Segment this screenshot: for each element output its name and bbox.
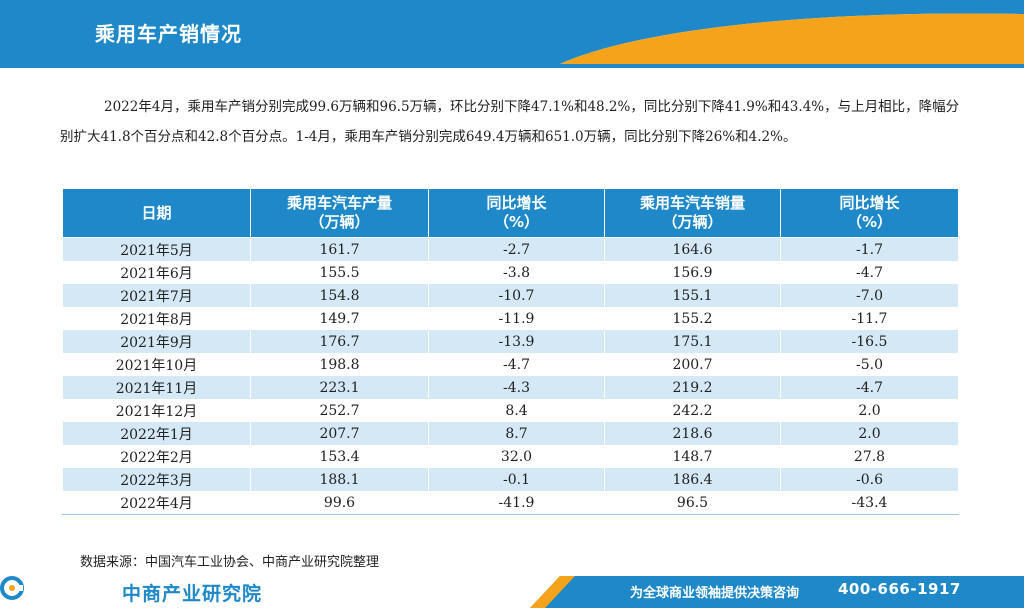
table-row: 2021年12月 252.7 8.4 242.2 2.0: [62, 399, 959, 422]
header-background: [0, 0, 1024, 68]
table-row: 2021年7月 154.8 -10.7 155.1 -7.0: [62, 284, 959, 307]
table-row: 2021年11月 223.1 -4.3 219.2 -4.7: [62, 376, 959, 399]
col-header-sales-yoy: 同比增长 （%）: [780, 188, 959, 238]
cell-production-yoy: -0.1: [428, 468, 605, 491]
cell-sales: 156.9: [604, 261, 781, 284]
table-body: 2021年5月 161.7 -2.7 164.6 -1.7 2021年6月 155.5 -3.…: [62, 237, 959, 515]
footer-phone: 400-666-1917: [838, 580, 961, 598]
footer-bar: 中商产业研究院 为全球商业领袖提供决策咨询 400-666-1917: [0, 576, 1024, 608]
data-source-note: 数据来源：中国汽车工业协会、中商产业研究院整理: [80, 555, 380, 570]
cell-sales-yoy: -11.7: [780, 307, 959, 330]
table-row: 2021年9月 176.7 -13.9 175.1 -16.5: [62, 330, 959, 353]
cell-production: 207.7: [250, 422, 429, 445]
cell-date: 2021年5月: [62, 237, 251, 261]
cell-sales: 200.7: [604, 353, 781, 376]
cell-production-yoy: 8.4: [428, 399, 605, 422]
cell-sales-yoy: -1.7: [780, 237, 959, 261]
cell-date: 2021年8月: [62, 307, 251, 330]
cell-production: 154.8: [250, 284, 429, 307]
cell-sales: 186.4: [604, 468, 781, 491]
cell-sales: 242.2: [604, 399, 781, 422]
cell-sales-yoy: -43.4: [780, 491, 959, 515]
cell-production: 252.7: [250, 399, 429, 422]
cell-sales: 96.5: [604, 491, 781, 515]
cell-sales-yoy: 2.0: [780, 422, 959, 445]
cell-sales-yoy: -0.6: [780, 468, 959, 491]
col-header-production: 乘用车汽车产量 （万辆）: [250, 188, 429, 238]
cell-date: 2021年12月: [62, 399, 251, 422]
footer-slogan: 为全球商业领袖提供决策咨询: [630, 586, 800, 601]
cell-sales: 219.2: [604, 376, 781, 399]
cell-production: 223.1: [250, 376, 429, 399]
cell-production-yoy: -4.7: [428, 353, 605, 376]
col-header-date: 日期: [62, 188, 251, 238]
cell-sales-yoy: 27.8: [780, 445, 959, 468]
cell-sales: 155.2: [604, 307, 781, 330]
cell-production-yoy: -10.7: [428, 284, 605, 307]
cell-production: 99.6: [250, 491, 429, 515]
cell-sales: 164.6: [604, 237, 781, 261]
cell-production-yoy: -4.3: [428, 376, 605, 399]
cell-production-yoy: -3.8: [428, 261, 605, 284]
cell-production-yoy: -13.9: [428, 330, 605, 353]
cell-sales: 175.1: [604, 330, 781, 353]
production-sales-table: 日期 乘用车汽车产量 （万辆） 同比增长 （%） 乘用车汽车销量 （万辆） 同比增长（…: [62, 188, 959, 515]
cell-production-yoy: -2.7: [428, 237, 605, 261]
cell-production: 198.8: [250, 353, 429, 376]
cell-sales: 218.6: [604, 422, 781, 445]
cell-production: 176.7: [250, 330, 429, 353]
cell-production-yoy: 8.7: [428, 422, 605, 445]
cell-production-yoy: -41.9: [428, 491, 605, 515]
cell-production: 188.1: [250, 468, 429, 491]
table-row: 2022年4月 99.6 -41.9 96.5 -43.4: [62, 491, 959, 515]
cell-date: 2022年3月: [62, 468, 251, 491]
cell-production-yoy: 32.0: [428, 445, 605, 468]
page-title: 乘用车产销情况: [95, 22, 242, 46]
table-header-row: 日期 乘用车汽车产量 （万辆） 同比增长 （%） 乘用车汽车销量 （万辆） 同比增长（…: [62, 188, 959, 238]
cell-sales: 148.7: [604, 445, 781, 468]
cell-production: 161.7: [250, 237, 429, 261]
cell-date: 2021年7月: [62, 284, 251, 307]
header-banner: 乘用车产销情况: [0, 0, 1024, 68]
table-row: 2022年2月 153.4 32.0 148.7 27.8: [62, 445, 959, 468]
cell-sales-yoy: 2.0: [780, 399, 959, 422]
brand-logo-icon: [0, 576, 24, 600]
cell-sales-yoy: -4.7: [780, 376, 959, 399]
table-row: 2022年3月 188.1 -0.1 186.4 -0.6: [62, 468, 959, 491]
cell-sales-yoy: -16.5: [780, 330, 959, 353]
table-row: 2021年10月 198.8 -4.7 200.7 -5.0: [62, 353, 959, 376]
cell-sales-yoy: -7.0: [780, 284, 959, 307]
cell-date: 2021年11月: [62, 376, 251, 399]
summary-paragraph: 2022年4月，乘用车产销分别完成99.6万辆和96.5万辆，环比分别下降47.…: [60, 99, 960, 145]
table-row: 2021年5月 161.7 -2.7 164.6 -1.7: [62, 237, 959, 261]
cell-sales-yoy: -4.7: [780, 261, 959, 284]
cell-date: 2021年10月: [62, 353, 251, 376]
cell-date: 2022年1月: [62, 422, 251, 445]
footer-background: [530, 576, 1024, 608]
cell-date: 2022年2月: [62, 445, 251, 468]
cell-date: 2021年9月: [62, 330, 251, 353]
col-header-production-yoy: 同比增长 （%）: [428, 188, 605, 238]
col-header-sales: 乘用车汽车销量 （万辆）: [604, 188, 781, 238]
cell-production: 149.7: [250, 307, 429, 330]
cell-sales-yoy: -5.0: [780, 353, 959, 376]
cell-production: 155.5: [250, 261, 429, 284]
table-row: 2021年6月 155.5 -3.8 156.9 -4.7: [62, 261, 959, 284]
brand-name: 中商产业研究院: [122, 583, 263, 605]
cell-date: 2022年4月: [62, 491, 251, 515]
table-row: 2022年1月 207.7 8.7 218.6 2.0: [62, 422, 959, 445]
cell-production: 153.4: [250, 445, 429, 468]
table-row: 2021年8月 149.7 -11.9 155.2 -11.7: [62, 307, 959, 330]
cell-date: 2021年6月: [62, 261, 251, 284]
cell-sales: 155.1: [604, 284, 781, 307]
cell-production-yoy: -11.9: [428, 307, 605, 330]
